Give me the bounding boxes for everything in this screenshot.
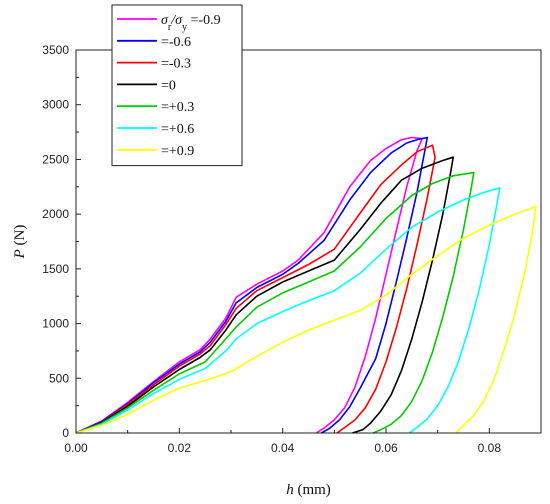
y-tick-label: 0: [62, 426, 69, 440]
y-tick-label: 2500: [42, 152, 69, 166]
series-line: [75, 156, 454, 434]
x-tick-label: 0.02: [168, 441, 192, 455]
y-tick-label: 3000: [42, 98, 69, 112]
legend-label: =+0.9: [161, 144, 194, 159]
ticks-layer: 0.00 0.02 0.04 0.06 0.08 0 500 1000 1500 2000 2500…: [42, 43, 501, 455]
series-line: [75, 171, 475, 434]
y-tick-label: 2000: [42, 207, 69, 221]
y-tick-label: 500: [49, 371, 69, 385]
y-axis-label: P (N): [12, 225, 28, 260]
x-axis-var: h: [286, 482, 294, 498]
series-layer: [75, 136, 537, 434]
y-axis-var: P: [12, 249, 28, 259]
y-tick-label: 1000: [42, 317, 69, 331]
x-axis-unit: (mm): [294, 482, 331, 498]
series-line: [75, 205, 537, 434]
legend-label: =-0.6: [161, 35, 191, 50]
y-axis-unit: (N): [12, 225, 28, 250]
x-axis-label: h (mm): [286, 482, 331, 498]
x-tick-label: 0.04: [271, 441, 295, 455]
x-tick-label: 0.00: [64, 441, 88, 455]
legend-label: =+0.3: [161, 100, 194, 115]
series-line: [75, 144, 436, 434]
legend-title-ratio: σr/σy =-0.9: [161, 13, 221, 33]
series-line: [75, 187, 501, 434]
x-tick-label: 0.06: [374, 441, 398, 455]
legend-label: =0: [161, 78, 176, 93]
y-tick-label: 3500: [42, 43, 69, 57]
legend-label: =+0.6: [161, 122, 194, 137]
x-tick-label: 0.08: [478, 441, 502, 455]
y-tick-label: 1500: [42, 262, 69, 276]
series-line: [75, 136, 423, 434]
series-line: [75, 136, 429, 434]
legend-label: =-0.3: [161, 57, 191, 72]
legend: σr/σy =-0.9 =-0.6 =-0.3 =0 =+0.3 =+0.6 =+0.9: [111, 4, 243, 167]
